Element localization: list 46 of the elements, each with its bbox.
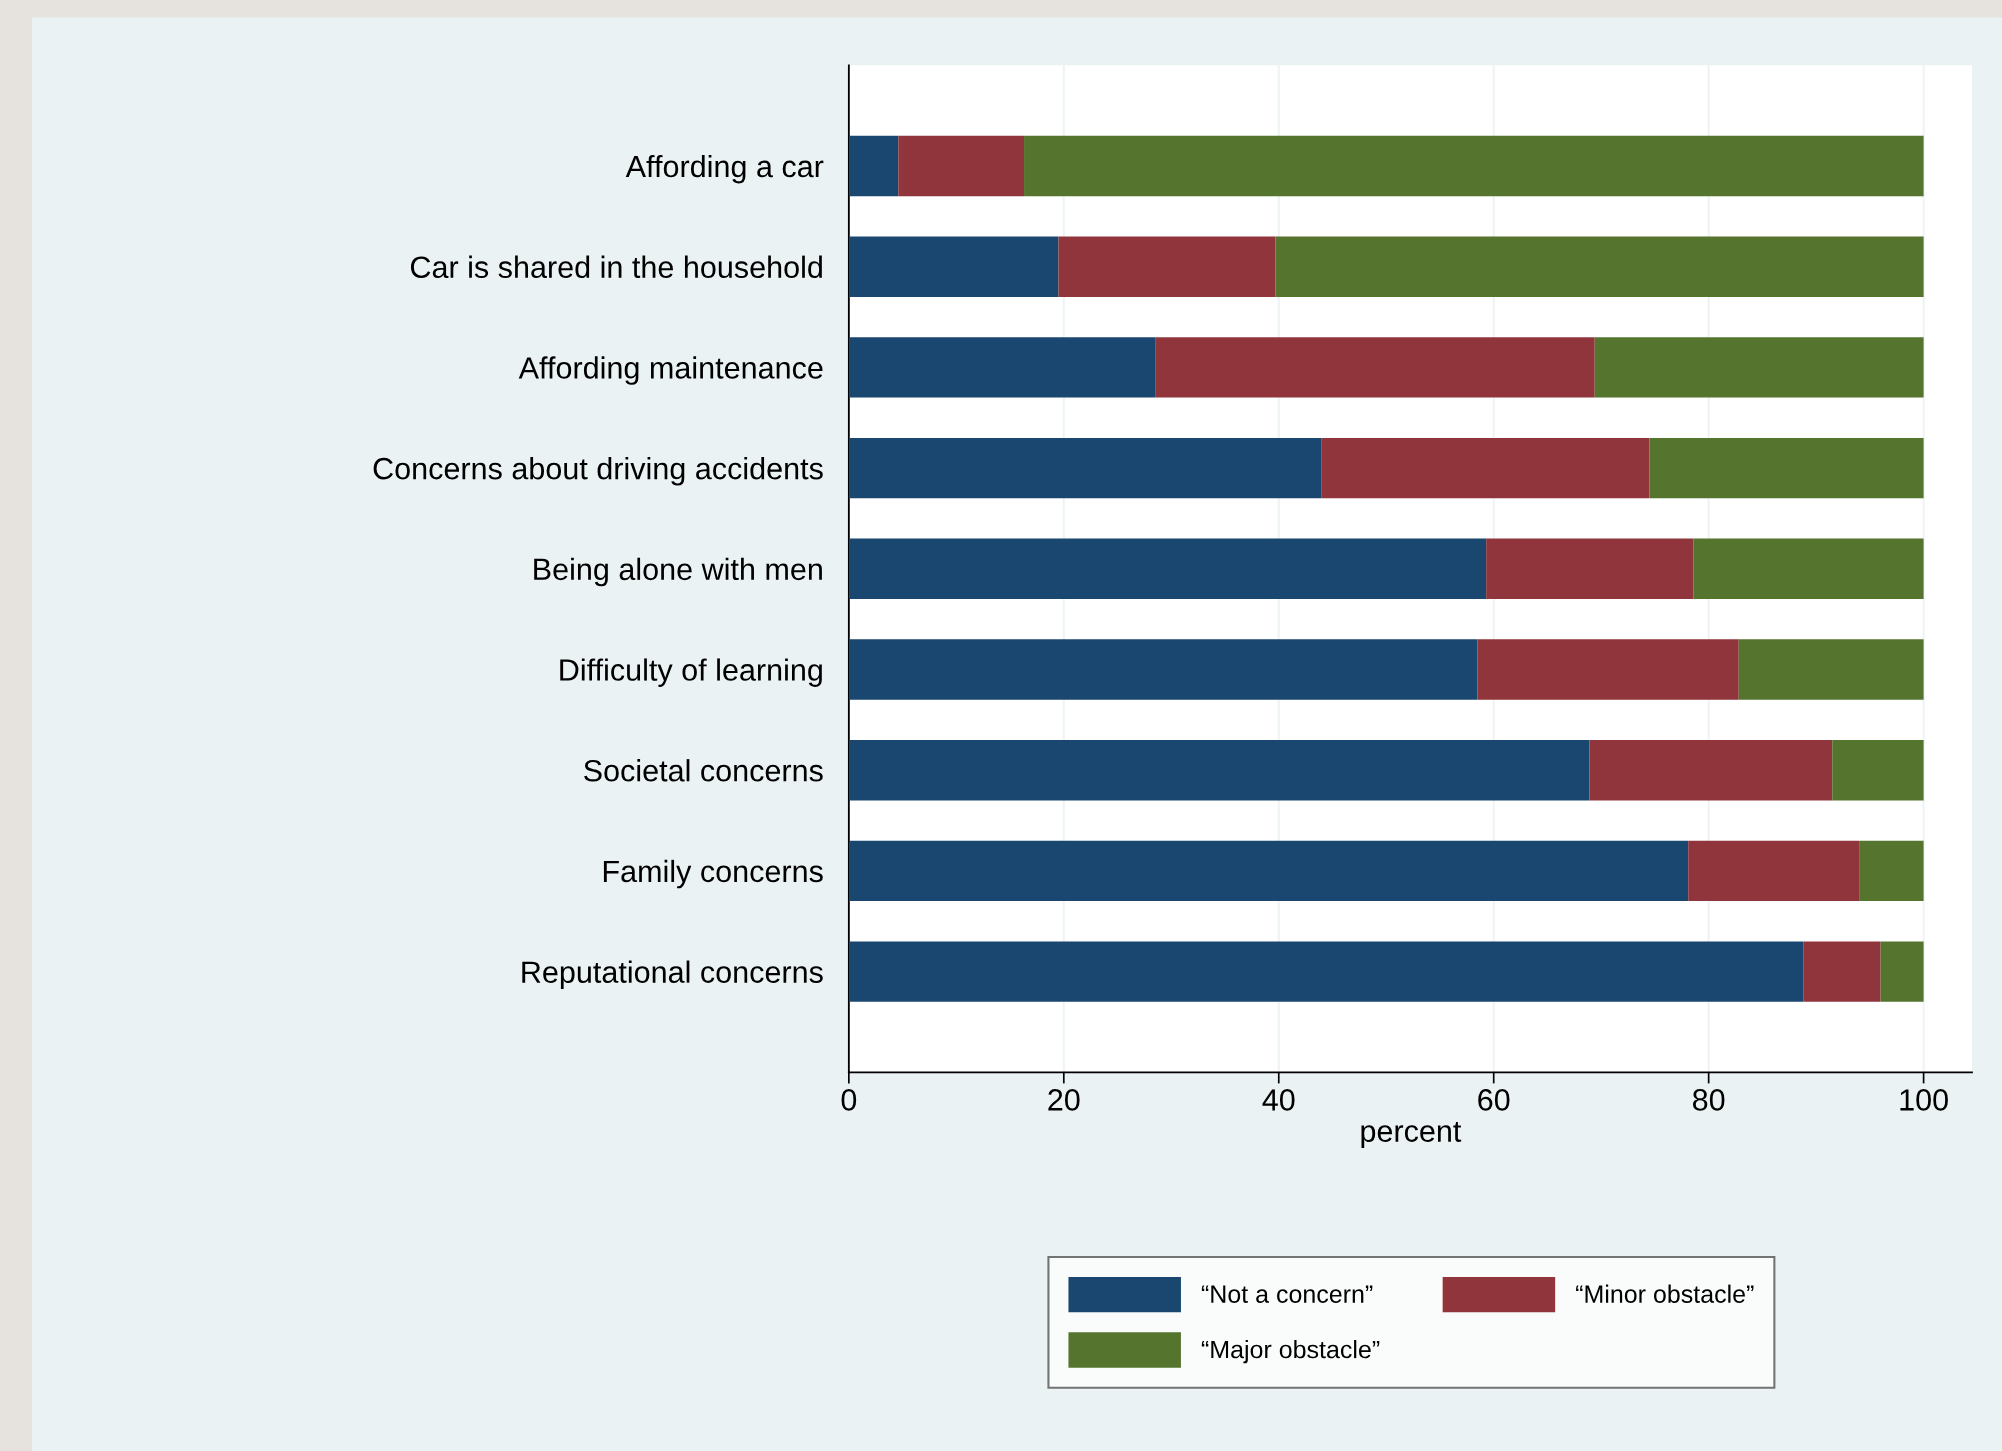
bar [1859,840,1924,902]
bar [1486,538,1694,599]
bar [1275,236,1924,297]
bar [1738,639,1924,700]
bar [1321,437,1650,499]
x-tick-label: 20 [1048,1089,1080,1111]
bar [848,639,1478,700]
bar [848,941,1804,1002]
x-tick-label: 40 [1262,1089,1295,1111]
y-tick-label: Car is shared in the household [410,255,822,279]
bar [848,538,1487,599]
x-tick-label: 80 [1692,1089,1725,1111]
bar [1155,337,1595,398]
y-tick-label: Societal concerns [584,759,823,782]
bar [848,437,1322,499]
bar [1589,739,1833,801]
bar [1594,337,1924,398]
bar [898,135,1025,197]
legend-label: “Major obstacle” [1201,1339,1380,1364]
bar [1832,739,1924,801]
bar [1477,639,1739,700]
y-tick-label: Difficulty of learning [560,658,822,687]
x-tick-label: 0 [841,1089,857,1111]
bar [1880,941,1924,1002]
bar [848,135,899,197]
bar [1058,236,1276,297]
bar [1803,941,1881,1002]
x-tick-label: 100 [1900,1089,1948,1111]
bar [848,236,1059,297]
bar [1024,135,1924,197]
y-tick-label: Affording maintenance [518,356,823,385]
bar [848,840,1689,902]
y-tick-label: Reputational concerns [522,960,823,989]
y-tick-label: Affording a car [625,154,824,184]
y-tick-label: Being alone with men [534,557,822,587]
legend-label: “Minor obstacle” [1576,1284,1754,1303]
x-tick-label: 60 [1478,1089,1510,1111]
bar [848,739,1590,801]
bar [848,337,1156,398]
y-tick-label: Family concerns [603,859,823,889]
legend-label: “Not a concern” [1201,1285,1373,1303]
x-axis-title: percent [1361,1121,1462,1149]
y-tick-label: Concerns about driving accidents [373,457,823,486]
bar [1693,538,1924,599]
bar [1688,840,1860,902]
bar [1649,437,1924,499]
